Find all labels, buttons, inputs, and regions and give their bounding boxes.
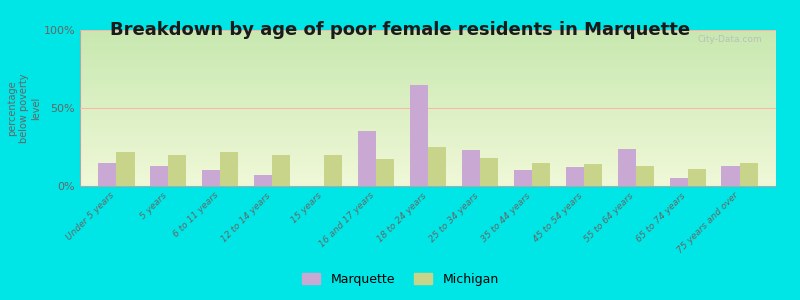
Bar (480, 158, 498, 186)
Bar (722, 166, 740, 186)
Bar (116, 152, 134, 186)
Bar (324, 155, 342, 186)
Bar (272, 155, 290, 186)
Bar (462, 150, 480, 186)
Bar (670, 178, 688, 186)
Bar (688, 169, 706, 186)
Legend: Marquette, Michigan: Marquette, Michigan (297, 268, 503, 291)
Bar (410, 85, 428, 186)
Bar (618, 148, 636, 186)
Bar (168, 155, 186, 186)
Bar (584, 164, 602, 186)
Bar (150, 166, 168, 186)
Text: City-Data.com: City-Data.com (698, 35, 762, 44)
Bar (566, 167, 584, 186)
Bar (202, 170, 220, 186)
Text: Breakdown by age of poor female residents in Marquette: Breakdown by age of poor female resident… (110, 21, 690, 39)
Bar (532, 163, 550, 186)
Bar (376, 160, 394, 186)
Bar (428, 147, 446, 186)
Bar (636, 166, 654, 186)
Bar (514, 170, 532, 186)
Bar (358, 131, 376, 186)
Bar (98, 163, 116, 186)
Bar (220, 152, 238, 186)
Bar (254, 175, 272, 186)
Bar (740, 163, 758, 186)
Y-axis label: percentage
below poverty
level: percentage below poverty level (7, 73, 41, 143)
